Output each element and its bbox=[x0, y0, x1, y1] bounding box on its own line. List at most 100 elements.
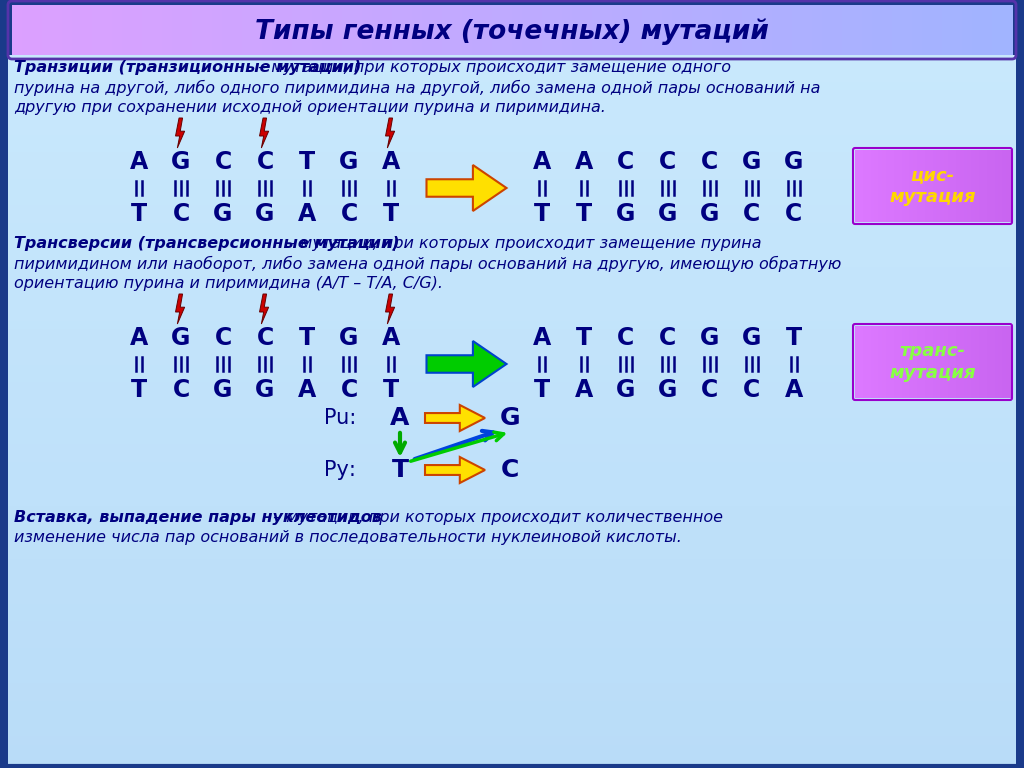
Text: A: A bbox=[130, 326, 148, 350]
Bar bbox=[742, 5, 753, 55]
Bar bbox=[8, 631, 1016, 640]
Bar bbox=[929, 326, 934, 398]
Bar bbox=[8, 471, 1016, 481]
Bar bbox=[692, 5, 703, 55]
Bar bbox=[983, 326, 988, 398]
Bar bbox=[242, 5, 253, 55]
Bar bbox=[922, 5, 933, 55]
Bar bbox=[975, 150, 980, 222]
Bar bbox=[332, 5, 343, 55]
Bar bbox=[8, 701, 1016, 711]
Text: T: T bbox=[131, 202, 147, 226]
Bar bbox=[894, 150, 899, 222]
Text: пиримидином или наоборот, либо замена одной пары оснований на другую, имеющую об: пиримидином или наоборот, либо замена од… bbox=[14, 256, 842, 272]
Bar bbox=[8, 285, 1016, 295]
Bar bbox=[822, 5, 833, 55]
Text: A: A bbox=[532, 150, 551, 174]
Text: A: A bbox=[298, 202, 316, 226]
Bar bbox=[8, 524, 1016, 534]
Bar bbox=[8, 144, 1016, 154]
Bar bbox=[8, 338, 1016, 348]
Bar bbox=[940, 326, 945, 398]
Bar bbox=[971, 326, 976, 398]
Bar bbox=[874, 326, 880, 398]
Bar bbox=[8, 347, 1016, 357]
Text: G: G bbox=[339, 150, 358, 174]
Bar bbox=[8, 241, 1016, 250]
Bar bbox=[8, 754, 1016, 764]
Bar bbox=[942, 5, 953, 55]
Polygon shape bbox=[386, 294, 394, 324]
Bar bbox=[874, 150, 880, 222]
Text: A: A bbox=[784, 378, 803, 402]
Bar bbox=[8, 568, 1016, 578]
Text: Транзиции (транзиционные мутации): Транзиции (транзиционные мутации) bbox=[14, 60, 361, 75]
Text: A: A bbox=[130, 150, 148, 174]
Bar bbox=[948, 326, 953, 398]
Text: пурина на другой, либо одного пиримидина на другой, либо замена одной пары основ: пурина на другой, либо одного пиримидина… bbox=[14, 80, 820, 96]
Bar bbox=[859, 326, 864, 398]
Bar bbox=[998, 150, 1004, 222]
Bar bbox=[929, 150, 934, 222]
Bar bbox=[912, 5, 923, 55]
Bar bbox=[909, 150, 914, 222]
Bar bbox=[8, 197, 1016, 207]
Text: C: C bbox=[785, 202, 803, 226]
Text: G: G bbox=[742, 150, 762, 174]
Text: C: C bbox=[659, 326, 677, 350]
Bar bbox=[870, 326, 876, 398]
Bar bbox=[462, 5, 473, 55]
Polygon shape bbox=[259, 294, 268, 324]
Bar bbox=[1002, 326, 1008, 398]
Bar bbox=[8, 400, 1016, 410]
Bar bbox=[632, 5, 643, 55]
Bar bbox=[172, 5, 183, 55]
Bar bbox=[8, 506, 1016, 516]
Text: G: G bbox=[171, 326, 190, 350]
Bar bbox=[8, 666, 1016, 676]
Bar bbox=[982, 5, 993, 55]
Bar bbox=[862, 5, 873, 55]
Text: T: T bbox=[299, 150, 315, 174]
Bar bbox=[662, 5, 673, 55]
Bar bbox=[8, 577, 1016, 587]
Bar bbox=[72, 5, 83, 55]
Bar bbox=[8, 445, 1016, 454]
Bar bbox=[792, 5, 803, 55]
Bar bbox=[252, 5, 263, 55]
Bar bbox=[863, 150, 867, 222]
Bar bbox=[932, 5, 943, 55]
Bar bbox=[402, 5, 413, 55]
Text: A: A bbox=[382, 150, 400, 174]
Bar bbox=[193, 5, 203, 55]
Text: – мутации, при которых происходит замещение одного: – мутации, при которых происходит замеще… bbox=[253, 60, 731, 75]
Bar bbox=[152, 5, 163, 55]
Bar bbox=[8, 710, 1016, 720]
Bar bbox=[975, 326, 980, 398]
Polygon shape bbox=[175, 294, 184, 324]
Bar bbox=[222, 5, 233, 55]
Bar bbox=[492, 5, 503, 55]
Bar bbox=[8, 498, 1016, 508]
Text: Вставка, выпадение пары нуклеотидов: Вставка, выпадение пары нуклеотидов bbox=[14, 510, 382, 525]
Text: C: C bbox=[256, 150, 273, 174]
Bar bbox=[202, 5, 213, 55]
Bar bbox=[898, 150, 902, 222]
Bar bbox=[8, 276, 1016, 286]
Bar bbox=[8, 214, 1016, 224]
Bar bbox=[959, 150, 965, 222]
Bar bbox=[8, 648, 1016, 658]
Bar bbox=[272, 5, 283, 55]
Bar bbox=[8, 329, 1016, 339]
Bar bbox=[292, 5, 303, 55]
Bar bbox=[1002, 150, 1008, 222]
Bar bbox=[831, 5, 843, 55]
Bar bbox=[894, 326, 899, 398]
Text: G: G bbox=[658, 378, 678, 402]
Bar bbox=[8, 365, 1016, 375]
Text: A: A bbox=[532, 326, 551, 350]
Bar bbox=[582, 5, 593, 55]
Bar bbox=[8, 427, 1016, 436]
Bar bbox=[8, 108, 1016, 118]
Bar bbox=[898, 326, 902, 398]
